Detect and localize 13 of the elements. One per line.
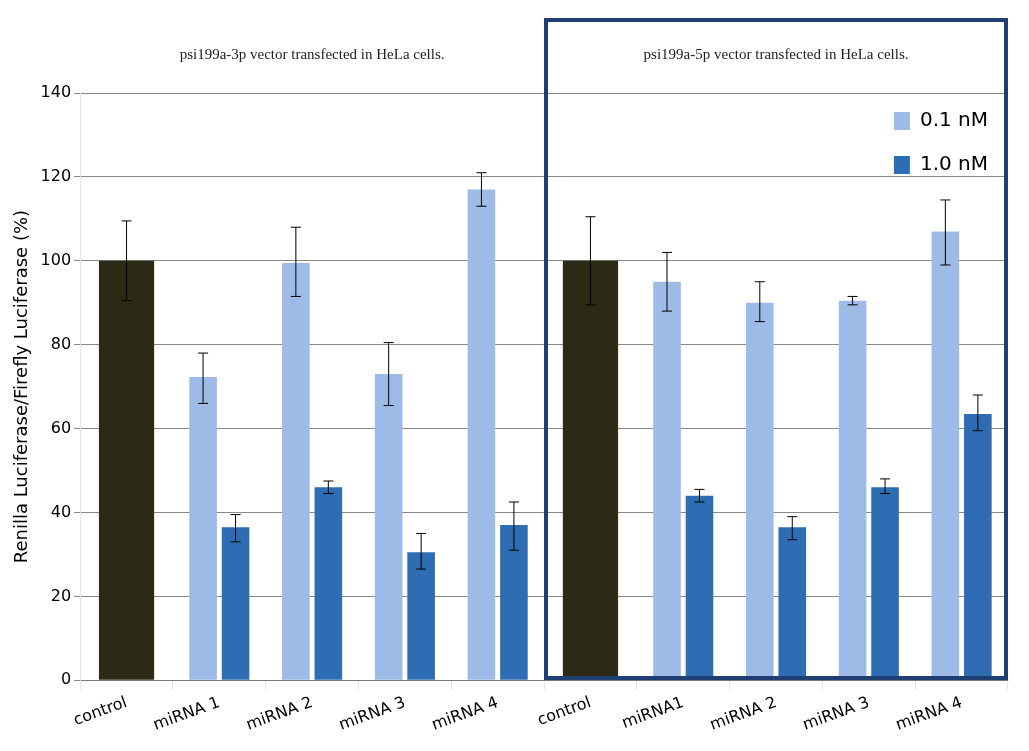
y-tick-label: 100: [40, 249, 72, 269]
y-tick-label: 120: [40, 166, 72, 186]
legend-label: 1.0 nM: [919, 151, 989, 176]
y-tick-label: 60: [50, 417, 72, 437]
y-tick-label: 20: [50, 585, 72, 605]
legend-label: 0.1 nM: [919, 107, 989, 132]
y-tick-label: 80: [50, 333, 72, 353]
y-axis-title: Renilla Luciferase/Firefly Luciferase (%): [10, 209, 32, 564]
text: psi199a-3p vector transfected in HeLa cells.: [179, 45, 445, 62]
y-tick-label: 40: [50, 501, 72, 521]
text: psi199a-5p vector transfected in HeLa cells.: [643, 45, 909, 62]
y-tick-label: 140: [40, 82, 72, 102]
y-tick-label: 0: [60, 669, 72, 689]
